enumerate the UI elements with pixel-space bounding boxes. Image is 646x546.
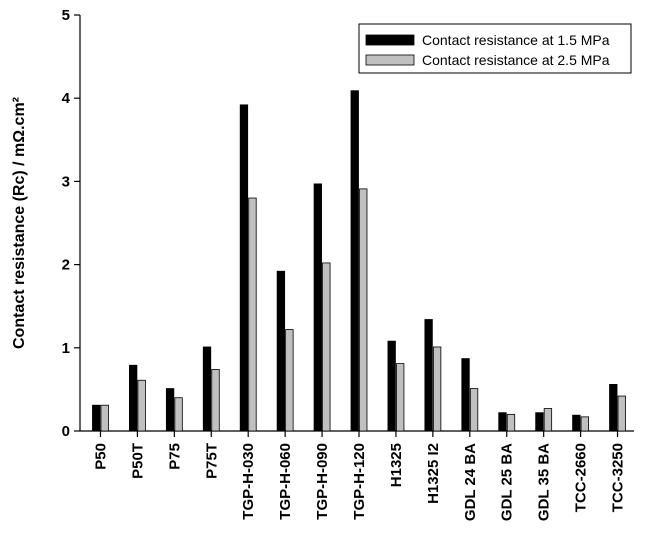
x-tick-label: P50 — [92, 443, 109, 470]
legend-label-1: Contact resistance at 1.5 MPa — [422, 32, 610, 48]
bar-series-1 — [202, 346, 212, 432]
y-tick-label: 0 — [62, 423, 70, 440]
bar-series-2 — [580, 416, 589, 432]
bar-series-1 — [387, 340, 396, 432]
bar-series-2 — [285, 329, 294, 432]
x-tick-label: P75 — [166, 443, 183, 470]
bar-series-1 — [572, 414, 581, 432]
bar-series-2 — [506, 413, 516, 432]
x-tick-label: TGP-H-030 — [240, 443, 257, 520]
bar-series-1 — [498, 412, 507, 432]
x-tick-label: TGP-H-060 — [277, 443, 294, 520]
bar-series-1 — [276, 270, 286, 432]
bar-series-1 — [350, 90, 359, 432]
x-tick-label: TGP-H-120 — [351, 443, 368, 520]
bar-series-1 — [239, 104, 249, 432]
x-tick-label: TCC-2660 — [573, 443, 590, 512]
x-tick-label: GDL 24 BA — [462, 443, 479, 521]
bar-series-2 — [322, 262, 331, 432]
bar-series-2 — [543, 408, 553, 432]
bar-series-1 — [609, 384, 618, 432]
x-tick-label: GDL 25 BA — [499, 443, 516, 521]
y-ticks: 0 1 2 3 4 5 — [62, 7, 80, 440]
bar-series-2 — [396, 363, 405, 432]
legend-swatch-2 — [365, 54, 415, 66]
legend-label-2: Contact resistance at 2.5 MPa — [422, 52, 610, 68]
y-tick-label: 1 — [62, 340, 70, 357]
x-tick-label: H1325 — [388, 443, 405, 487]
bar-series-2 — [617, 395, 626, 432]
legend: Contact resistance at 1.5 MPa Contact re… — [358, 23, 632, 74]
bar-series-1 — [424, 319, 433, 432]
x-tick-label: H1325 I2 — [425, 443, 442, 504]
bar-series-2 — [100, 404, 109, 432]
y-tick-label: 5 — [62, 7, 70, 24]
bars — [92, 90, 626, 432]
bar-series-1 — [92, 404, 101, 432]
bar-series-1 — [461, 358, 470, 432]
x-tick-label: P50T — [129, 443, 146, 479]
bar-series-2 — [211, 369, 220, 432]
x-ticks: P50 P50T P75 P75T TGP-H-030 TGP-H-060 TGP-H-09… — [92, 431, 627, 521]
bar-series-1 — [313, 183, 322, 432]
x-tick-label: P75T — [203, 443, 220, 479]
bar-series-2 — [469, 388, 479, 432]
bar-series-2 — [174, 397, 183, 432]
plot-area: 0 1 2 3 4 5 P50 P50T P75 P75T TGP-H-030 TGP-H-060 T… — [62, 7, 634, 521]
bar-series-2 — [137, 379, 146, 432]
y-axis-title: Contact resistance (Rc) / mΩ.cm² — [11, 97, 28, 349]
bar-series-2 — [248, 197, 257, 432]
bar-series-1 — [128, 364, 138, 432]
x-tick-label: TGP-H-090 — [314, 443, 331, 520]
y-tick-label: 3 — [62, 173, 70, 190]
bar-series-2 — [432, 346, 442, 432]
bar-series-2 — [359, 188, 368, 432]
bar-series-1 — [535, 412, 544, 432]
legend-swatch-1 — [365, 34, 415, 46]
bar-series-1 — [165, 388, 175, 432]
y-tick-label: 2 — [62, 257, 70, 274]
x-tick-label: TCC-3250 — [610, 443, 627, 512]
x-tick-label: GDL 35 BA — [536, 443, 553, 521]
y-tick-label: 4 — [62, 90, 71, 107]
